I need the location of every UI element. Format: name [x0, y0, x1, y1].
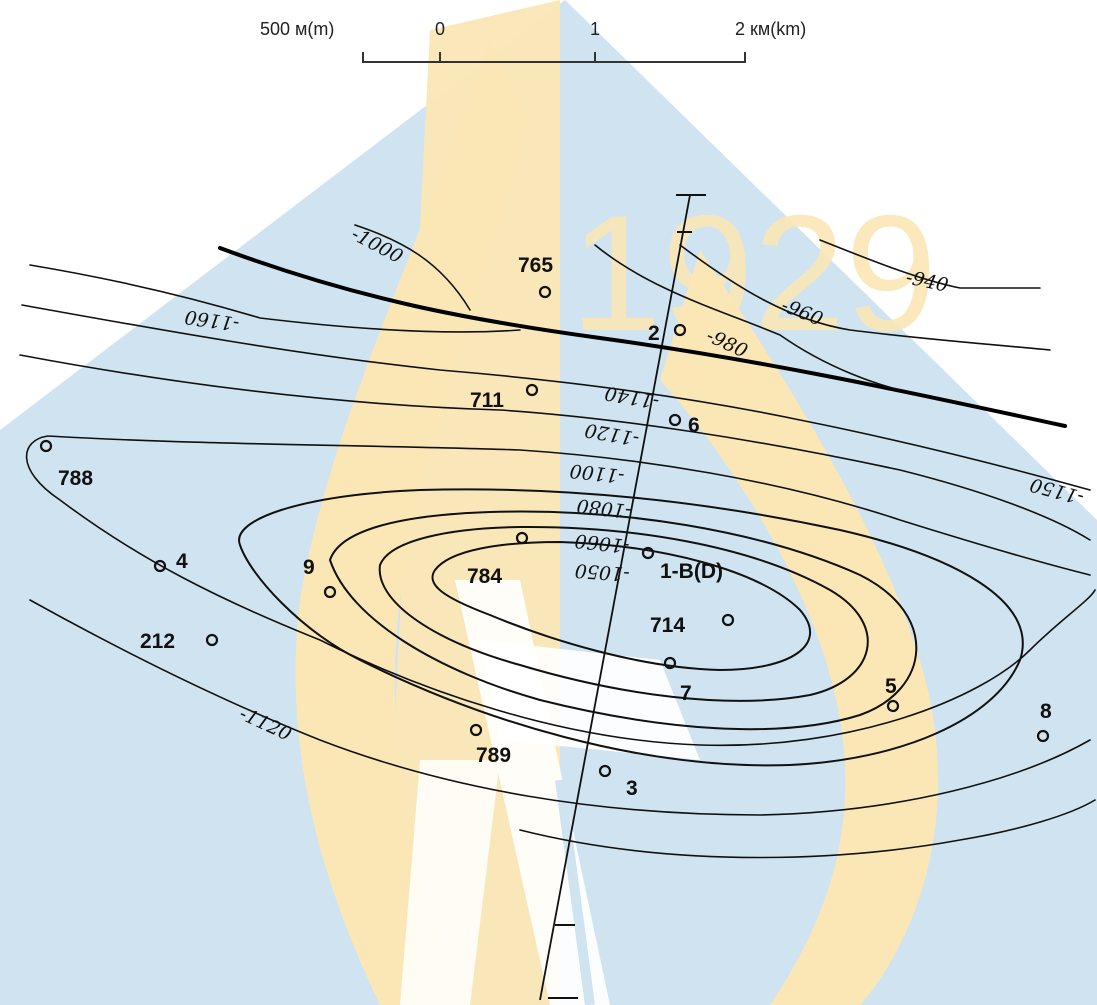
well-label: 9	[303, 556, 315, 579]
well-label: 714	[650, 614, 685, 637]
scale-label-0: 0	[435, 19, 445, 39]
well-label: 6	[688, 414, 700, 437]
well-label: 765	[518, 254, 553, 277]
contour-label: -1050	[574, 559, 630, 585]
well-label: 788	[58, 467, 93, 490]
well-label: 2	[648, 322, 660, 345]
well-label: 7	[680, 682, 692, 705]
well-label: 3	[626, 777, 638, 800]
well-label: 5	[885, 675, 897, 698]
watermark-text: 1929	[570, 181, 937, 365]
scale-label-1: 1	[590, 19, 600, 39]
well-label: 711	[470, 389, 504, 412]
well-label: 4	[176, 550, 188, 573]
well-label: 789	[476, 744, 511, 767]
well-label: 784	[467, 565, 502, 588]
well-label: 1-B(D)	[660, 560, 723, 583]
scale-label-2km: 2 км(km)	[735, 19, 806, 39]
well-label: 8	[1040, 700, 1052, 723]
scale-label-500m: 500 м(m)	[260, 19, 334, 39]
well-label: 212	[140, 630, 175, 653]
